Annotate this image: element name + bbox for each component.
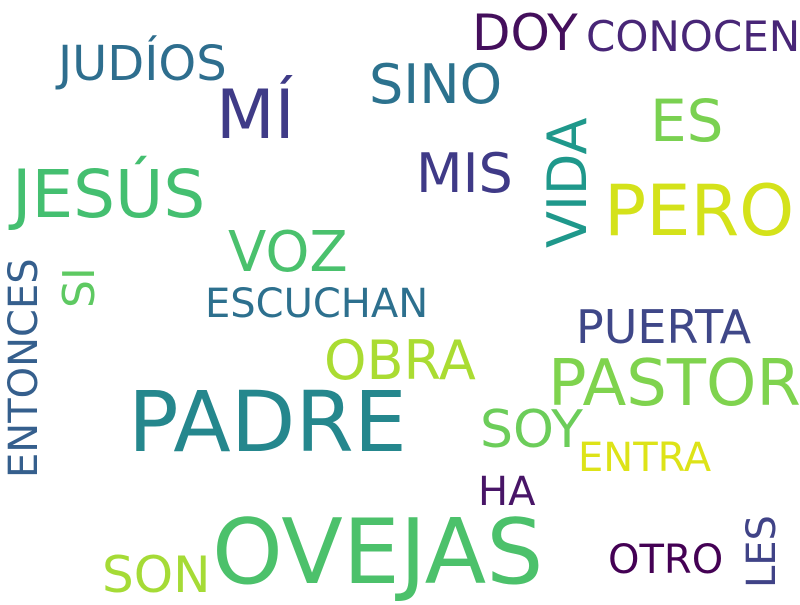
word-escuchan: ESCUCHAN <box>205 281 429 327</box>
word-si: SI <box>54 267 105 308</box>
word-voz: VOZ <box>228 220 348 285</box>
word-mis: MIS <box>416 142 513 205</box>
word-entra: ENTRA <box>578 435 712 481</box>
word-sino: SINO <box>369 53 503 116</box>
word-soy: SOY <box>480 400 583 460</box>
word-mi: MÍ <box>216 76 295 155</box>
word-puerta: PUERTA <box>576 300 752 354</box>
word-padre: PADRE <box>128 373 407 471</box>
word-ha: HA <box>478 469 536 515</box>
word-pastor: PASTOR <box>548 347 800 421</box>
word-conocen: CONOCEN <box>586 12 800 61</box>
word-les: LES <box>739 515 785 588</box>
word-entonces: ENTONCES <box>1 258 47 478</box>
word-obra: OBRA <box>324 329 476 392</box>
word-otro: OTRO <box>608 537 724 583</box>
word-jesus: JESÚS <box>12 156 206 233</box>
word-vida: VIDA <box>536 117 599 248</box>
word-doy: DOY <box>472 4 578 62</box>
word-ovejas: OVEJAS <box>212 500 544 605</box>
word-pero: PERO <box>604 170 795 252</box>
word-son: SON <box>102 546 211 604</box>
word-judios: JUDÍOS <box>58 36 227 92</box>
word-es: ES <box>650 87 724 155</box>
